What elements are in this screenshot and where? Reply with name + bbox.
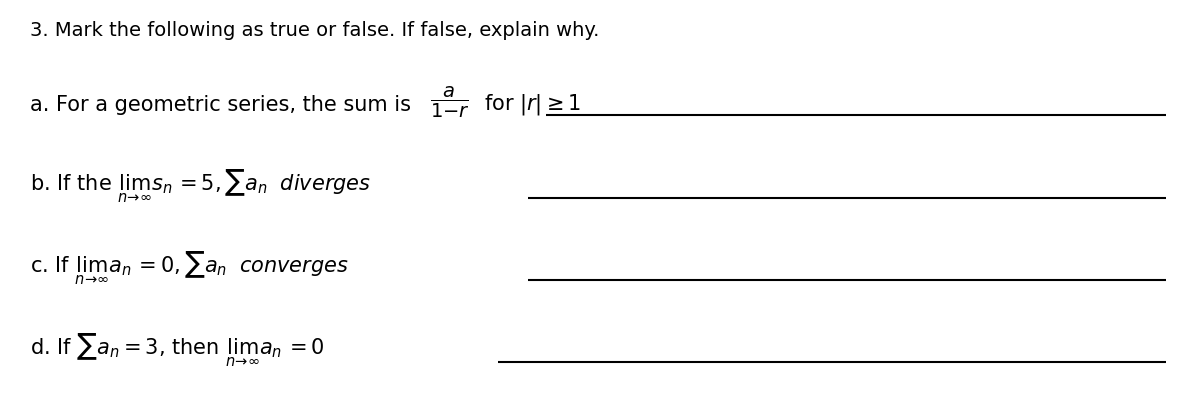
Text: c. If $\lim_{n\to\infty} a_n = 0, \sum a_n\;$ $\it{converges}$: c. If $\lim_{n\to\infty} a_n = 0, \sum a… (30, 249, 349, 286)
Text: b. If the $\lim_{n\to\infty} s_n = 5, \sum a_n\;$ $\it{diverges}$: b. If the $\lim_{n\to\infty} s_n = 5, \s… (30, 168, 371, 204)
Text: d. If $\sum a_n = 3$, then $\lim_{n\to\infty} a_n = 0$: d. If $\sum a_n = 3$, then $\lim_{n\to\i… (30, 331, 325, 368)
Text: a. For a geometric series, the sum is: a. For a geometric series, the sum is (30, 94, 410, 114)
Text: for $|r|\geq 1$: for $|r|\geq 1$ (484, 92, 581, 117)
Text: 3. Mark the following as true or false. If false, explain why.: 3. Mark the following as true or false. … (30, 20, 599, 39)
Text: $\dfrac{a}{1{-}r}$: $\dfrac{a}{1{-}r}$ (430, 85, 469, 120)
